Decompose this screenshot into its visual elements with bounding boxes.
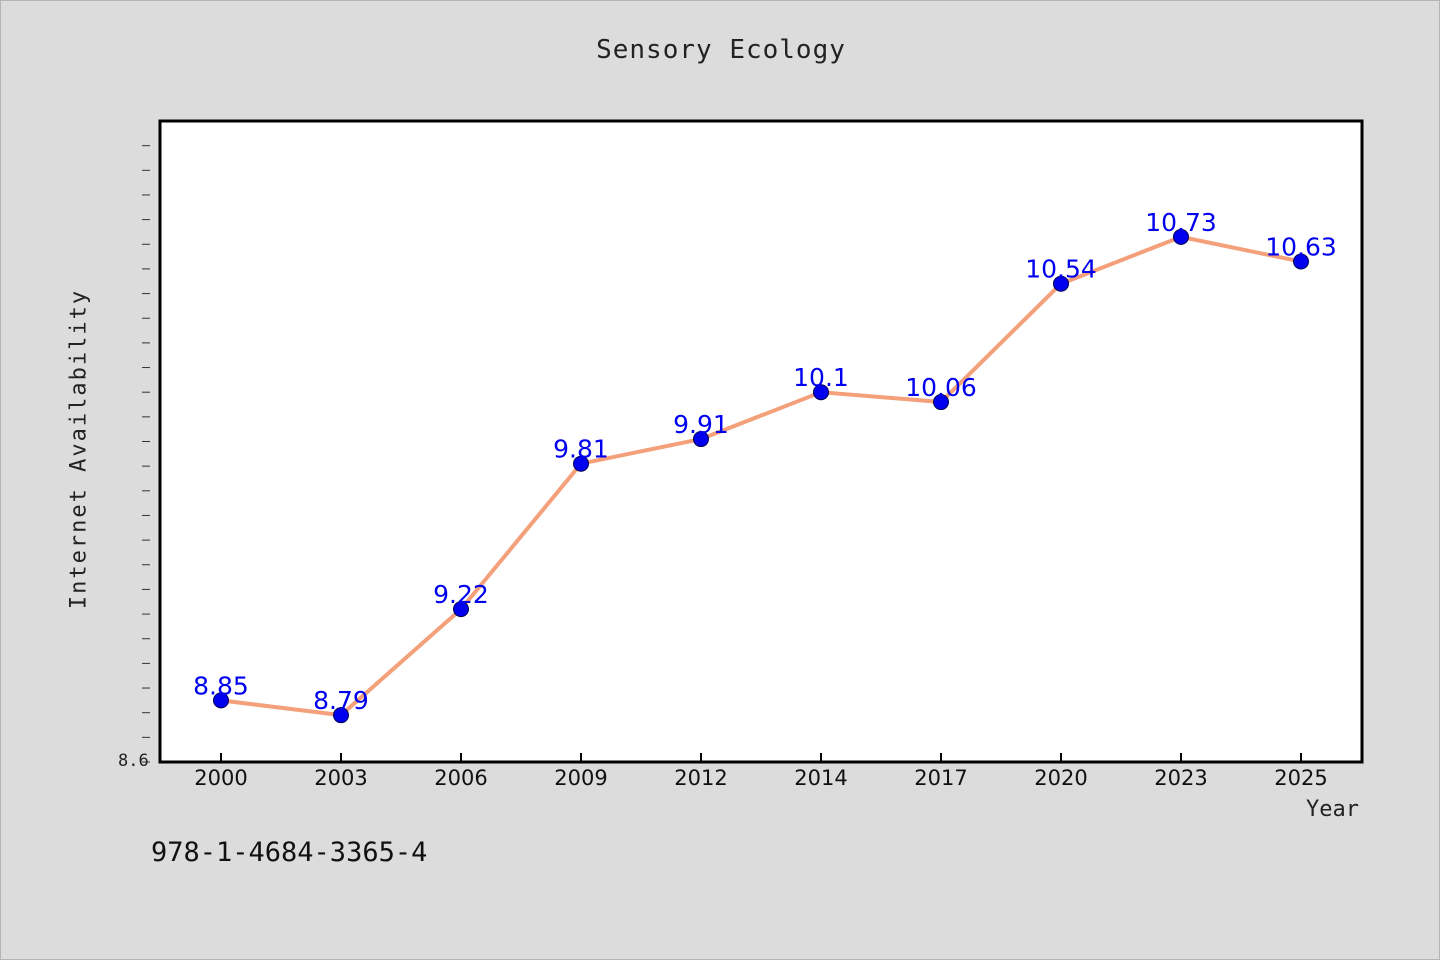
- x-tick-label: 2000: [194, 766, 247, 790]
- data-point: [813, 384, 829, 401]
- data-label: 9.81: [553, 435, 609, 464]
- x-axis-ticks: 2000 2003 2006 2009 2012 2014 2017 2020 2023 2025: [194, 753, 1328, 790]
- data-label: 8.79: [313, 686, 369, 715]
- data-point: [1293, 253, 1309, 270]
- x-tick-label: 2003: [314, 766, 367, 790]
- x-tick-label: 2020: [1034, 766, 1087, 790]
- data-label: 9.91: [673, 410, 729, 439]
- x-tick-label: 2012: [674, 766, 727, 790]
- data-point: [933, 394, 949, 411]
- data-label: 10.63: [1265, 233, 1337, 262]
- data-label: 9.22: [433, 580, 489, 609]
- y-tick-label-min: 8.6: [118, 751, 149, 771]
- x-tick-label: 2023: [1154, 766, 1207, 790]
- data-label: 10.06: [905, 373, 977, 402]
- data-label: 10.73: [1145, 208, 1217, 237]
- chart-title: Sensory Ecology: [596, 35, 846, 65]
- data-point: [693, 431, 709, 448]
- y-axis-ticks: [142, 145, 150, 763]
- data-point: [1173, 228, 1189, 245]
- series-group: 8.85 8.79 9.22 9.81 9.91 10.1 10.06 10.54 10.73 1…: [193, 208, 1337, 724]
- data-point: [573, 455, 589, 472]
- data-label: 8.85: [193, 671, 249, 700]
- data-label: 10.1: [793, 363, 849, 392]
- data-label: 10.54: [1025, 255, 1097, 284]
- x-axis-label: Year: [1306, 797, 1359, 822]
- data-point: [333, 707, 349, 724]
- x-tick-label: 2006: [434, 766, 487, 790]
- x-tick-label: 2025: [1274, 766, 1327, 790]
- series-line: [219, 234, 1303, 718]
- plot-area: [158, 119, 1364, 764]
- x-tick-label: 2009: [554, 766, 607, 790]
- data-point: [1053, 275, 1069, 292]
- x-tick-label: 2014: [794, 766, 847, 790]
- data-point: [453, 601, 469, 618]
- data-point: [213, 692, 229, 709]
- x-tick-label: 2017: [914, 766, 967, 790]
- isbn-text: 978-1-4684-3365-4: [151, 837, 428, 868]
